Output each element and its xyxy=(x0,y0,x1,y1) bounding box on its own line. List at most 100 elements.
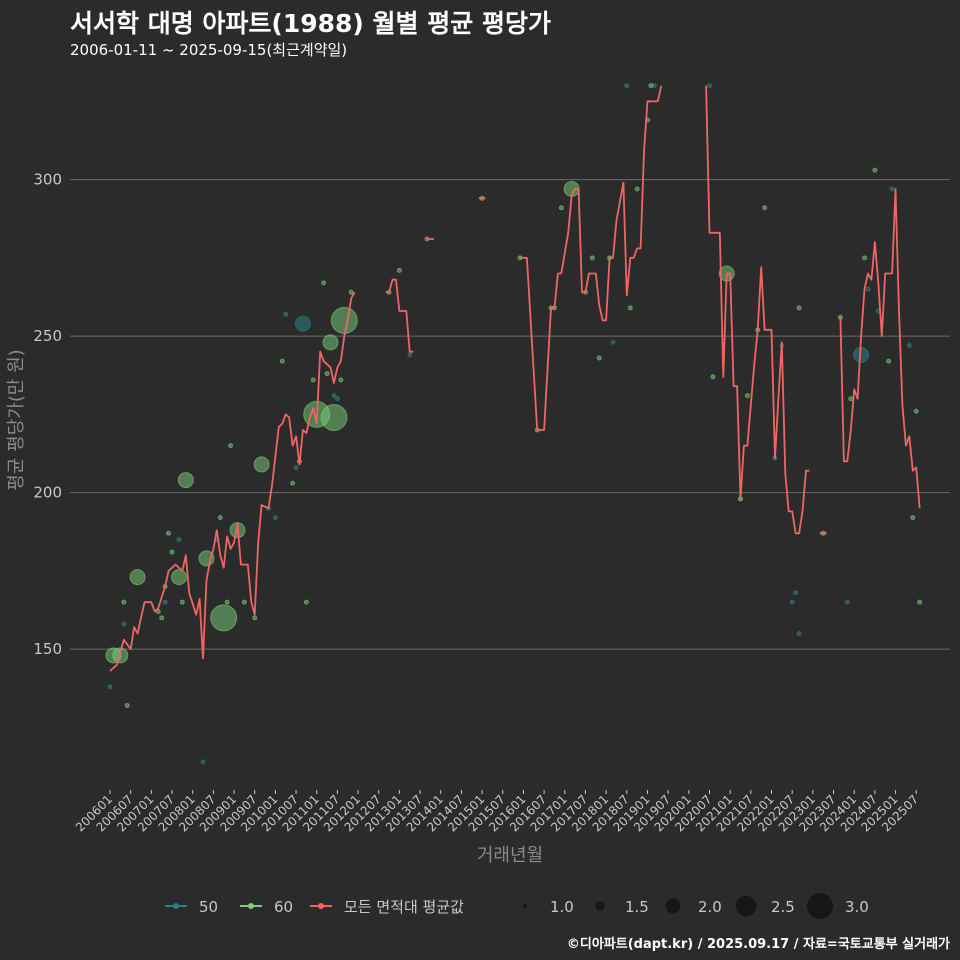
point-series-50 xyxy=(407,352,413,358)
point-series-60 xyxy=(862,255,868,261)
point-series-50 xyxy=(789,599,795,605)
point-series-60 xyxy=(217,515,223,521)
gridlines xyxy=(70,179,950,650)
point-series-60 xyxy=(170,569,187,586)
point-series-60 xyxy=(159,615,165,621)
y-tick-label: 150 xyxy=(33,640,62,658)
scatter-points-layer xyxy=(105,83,923,765)
legend-size-label: 1.5 xyxy=(625,898,649,916)
point-series-50 xyxy=(844,599,850,605)
point-series-60 xyxy=(744,393,750,399)
point-series-50 xyxy=(706,83,712,89)
legend-point-swatch xyxy=(318,903,324,909)
point-series-60 xyxy=(279,358,285,364)
point-series-60 xyxy=(169,549,175,555)
point-series-60 xyxy=(224,599,230,605)
legend-size-label: 1.0 xyxy=(550,898,574,916)
legend-size-swatch xyxy=(807,893,833,919)
source-credit: ©디아파트(dapt.kr) / 2025.09.17 / 자료=국토교통부 실… xyxy=(566,937,950,952)
legend-size-label: 3.0 xyxy=(845,898,869,916)
legend: 50 60 모든 면적대 평균값 1.0 1.5 2.0 2.5 3.0 xyxy=(165,893,869,919)
legend-point-swatch xyxy=(248,903,254,909)
point-series-50 xyxy=(121,621,127,627)
point-series-60 xyxy=(913,408,919,414)
legend-size-label: 2.0 xyxy=(698,898,722,916)
point-series-60 xyxy=(321,280,327,286)
point-series-60 xyxy=(124,702,130,708)
point-series-60 xyxy=(872,167,878,173)
x-axis: 2006012006072007012007072008012008072009… xyxy=(73,790,921,835)
point-series-60 xyxy=(648,83,654,89)
point-series-50 xyxy=(272,515,278,521)
point-series-60 xyxy=(330,306,358,334)
point-series-50 xyxy=(331,393,337,399)
point-series-50 xyxy=(200,759,206,765)
y-tick-label: 200 xyxy=(33,484,62,502)
legend-size-swatch xyxy=(735,895,757,917)
average-line-layer xyxy=(109,85,921,672)
point-series-50 xyxy=(889,186,895,192)
point-series-50 xyxy=(294,315,311,332)
point-series-60 xyxy=(241,599,247,605)
point-series-50 xyxy=(176,537,182,543)
point-series-60 xyxy=(589,255,595,261)
point-series-50 xyxy=(334,396,340,402)
point-series-50 xyxy=(624,83,630,89)
point-series-50 xyxy=(906,342,912,348)
legend-point-swatch xyxy=(173,903,179,909)
point-series-60 xyxy=(129,569,146,586)
average-line-segment xyxy=(705,85,810,535)
point-series-60 xyxy=(338,377,344,383)
point-series-60 xyxy=(253,456,270,473)
y-tick-label: 300 xyxy=(33,171,62,189)
legend-size-swatch xyxy=(665,898,681,914)
legend-size-label: 2.5 xyxy=(771,898,795,916)
average-line-segment xyxy=(109,291,356,672)
point-series-60 xyxy=(558,205,564,211)
point-series-60 xyxy=(848,396,854,402)
point-series-60 xyxy=(303,599,309,605)
chart-title: 서서학 대명 아파트(1988) 월별 평균 평당가 xyxy=(70,9,551,38)
point-series-50 xyxy=(610,339,616,345)
point-series-60 xyxy=(179,599,185,605)
point-series-50 xyxy=(107,684,113,690)
point-series-60 xyxy=(310,377,316,383)
point-series-50 xyxy=(283,311,289,317)
point-series-50 xyxy=(162,599,168,605)
legend-label: 50 xyxy=(199,898,218,916)
y-axis-title: 평균 평당가(만 원) xyxy=(6,349,27,490)
legend-size-swatch xyxy=(595,901,605,911)
y-axis: 150 200 250 300 xyxy=(33,171,62,659)
point-series-60 xyxy=(627,305,633,311)
point-series-60 xyxy=(177,472,194,489)
point-series-60 xyxy=(762,205,768,211)
point-series-50 xyxy=(865,286,871,292)
point-series-60 xyxy=(710,374,716,380)
point-series-60 xyxy=(324,371,330,377)
chart-subtitle: 2006-01-11 ~ 2025-09-15(최근계약일) xyxy=(70,41,348,59)
legend-label: 모든 면적대 평균값 xyxy=(344,898,464,916)
point-series-60 xyxy=(210,604,238,632)
point-series-60 xyxy=(290,480,296,486)
point-series-60 xyxy=(917,599,923,605)
point-series-60 xyxy=(252,615,258,621)
average-line-segment xyxy=(839,188,921,509)
point-series-60 xyxy=(166,530,172,536)
point-series-60 xyxy=(320,403,348,431)
y-tick-label: 250 xyxy=(33,327,62,345)
point-series-60 xyxy=(796,305,802,311)
legend-label: 60 xyxy=(274,898,293,916)
point-series-60 xyxy=(228,443,234,449)
legend-size-swatch xyxy=(523,904,527,908)
point-series-50 xyxy=(796,630,802,636)
point-series-60 xyxy=(886,358,892,364)
point-series-60 xyxy=(121,599,127,605)
average-line-segment xyxy=(385,278,414,353)
point-series-60 xyxy=(322,334,339,351)
point-series-60 xyxy=(348,289,354,295)
point-series-60 xyxy=(596,355,602,361)
point-series-60 xyxy=(910,515,916,521)
point-series-50 xyxy=(293,465,299,471)
point-series-60 xyxy=(634,186,640,192)
